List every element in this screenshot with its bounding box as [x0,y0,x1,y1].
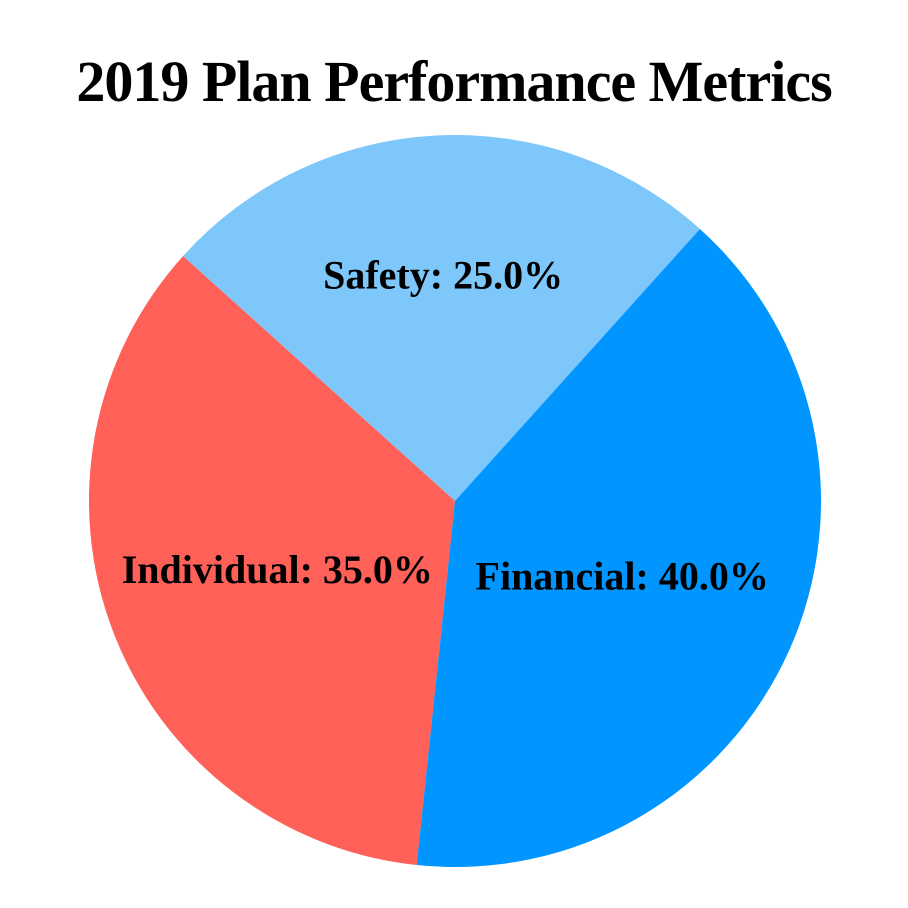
chart-title: 2019 Plan Performance Metrics [76,49,832,114]
pie-slice-individual [88,256,455,866]
pie-slice-label-individual: Individual: 35.0% [122,547,433,592]
pie-slice-label-financial: Financial: 40.0% [476,553,769,598]
pie-slice-financial [416,229,822,868]
pie-slice-safety [183,134,700,501]
pie-slice-label-safety: Safety: 25.0% [323,252,563,297]
